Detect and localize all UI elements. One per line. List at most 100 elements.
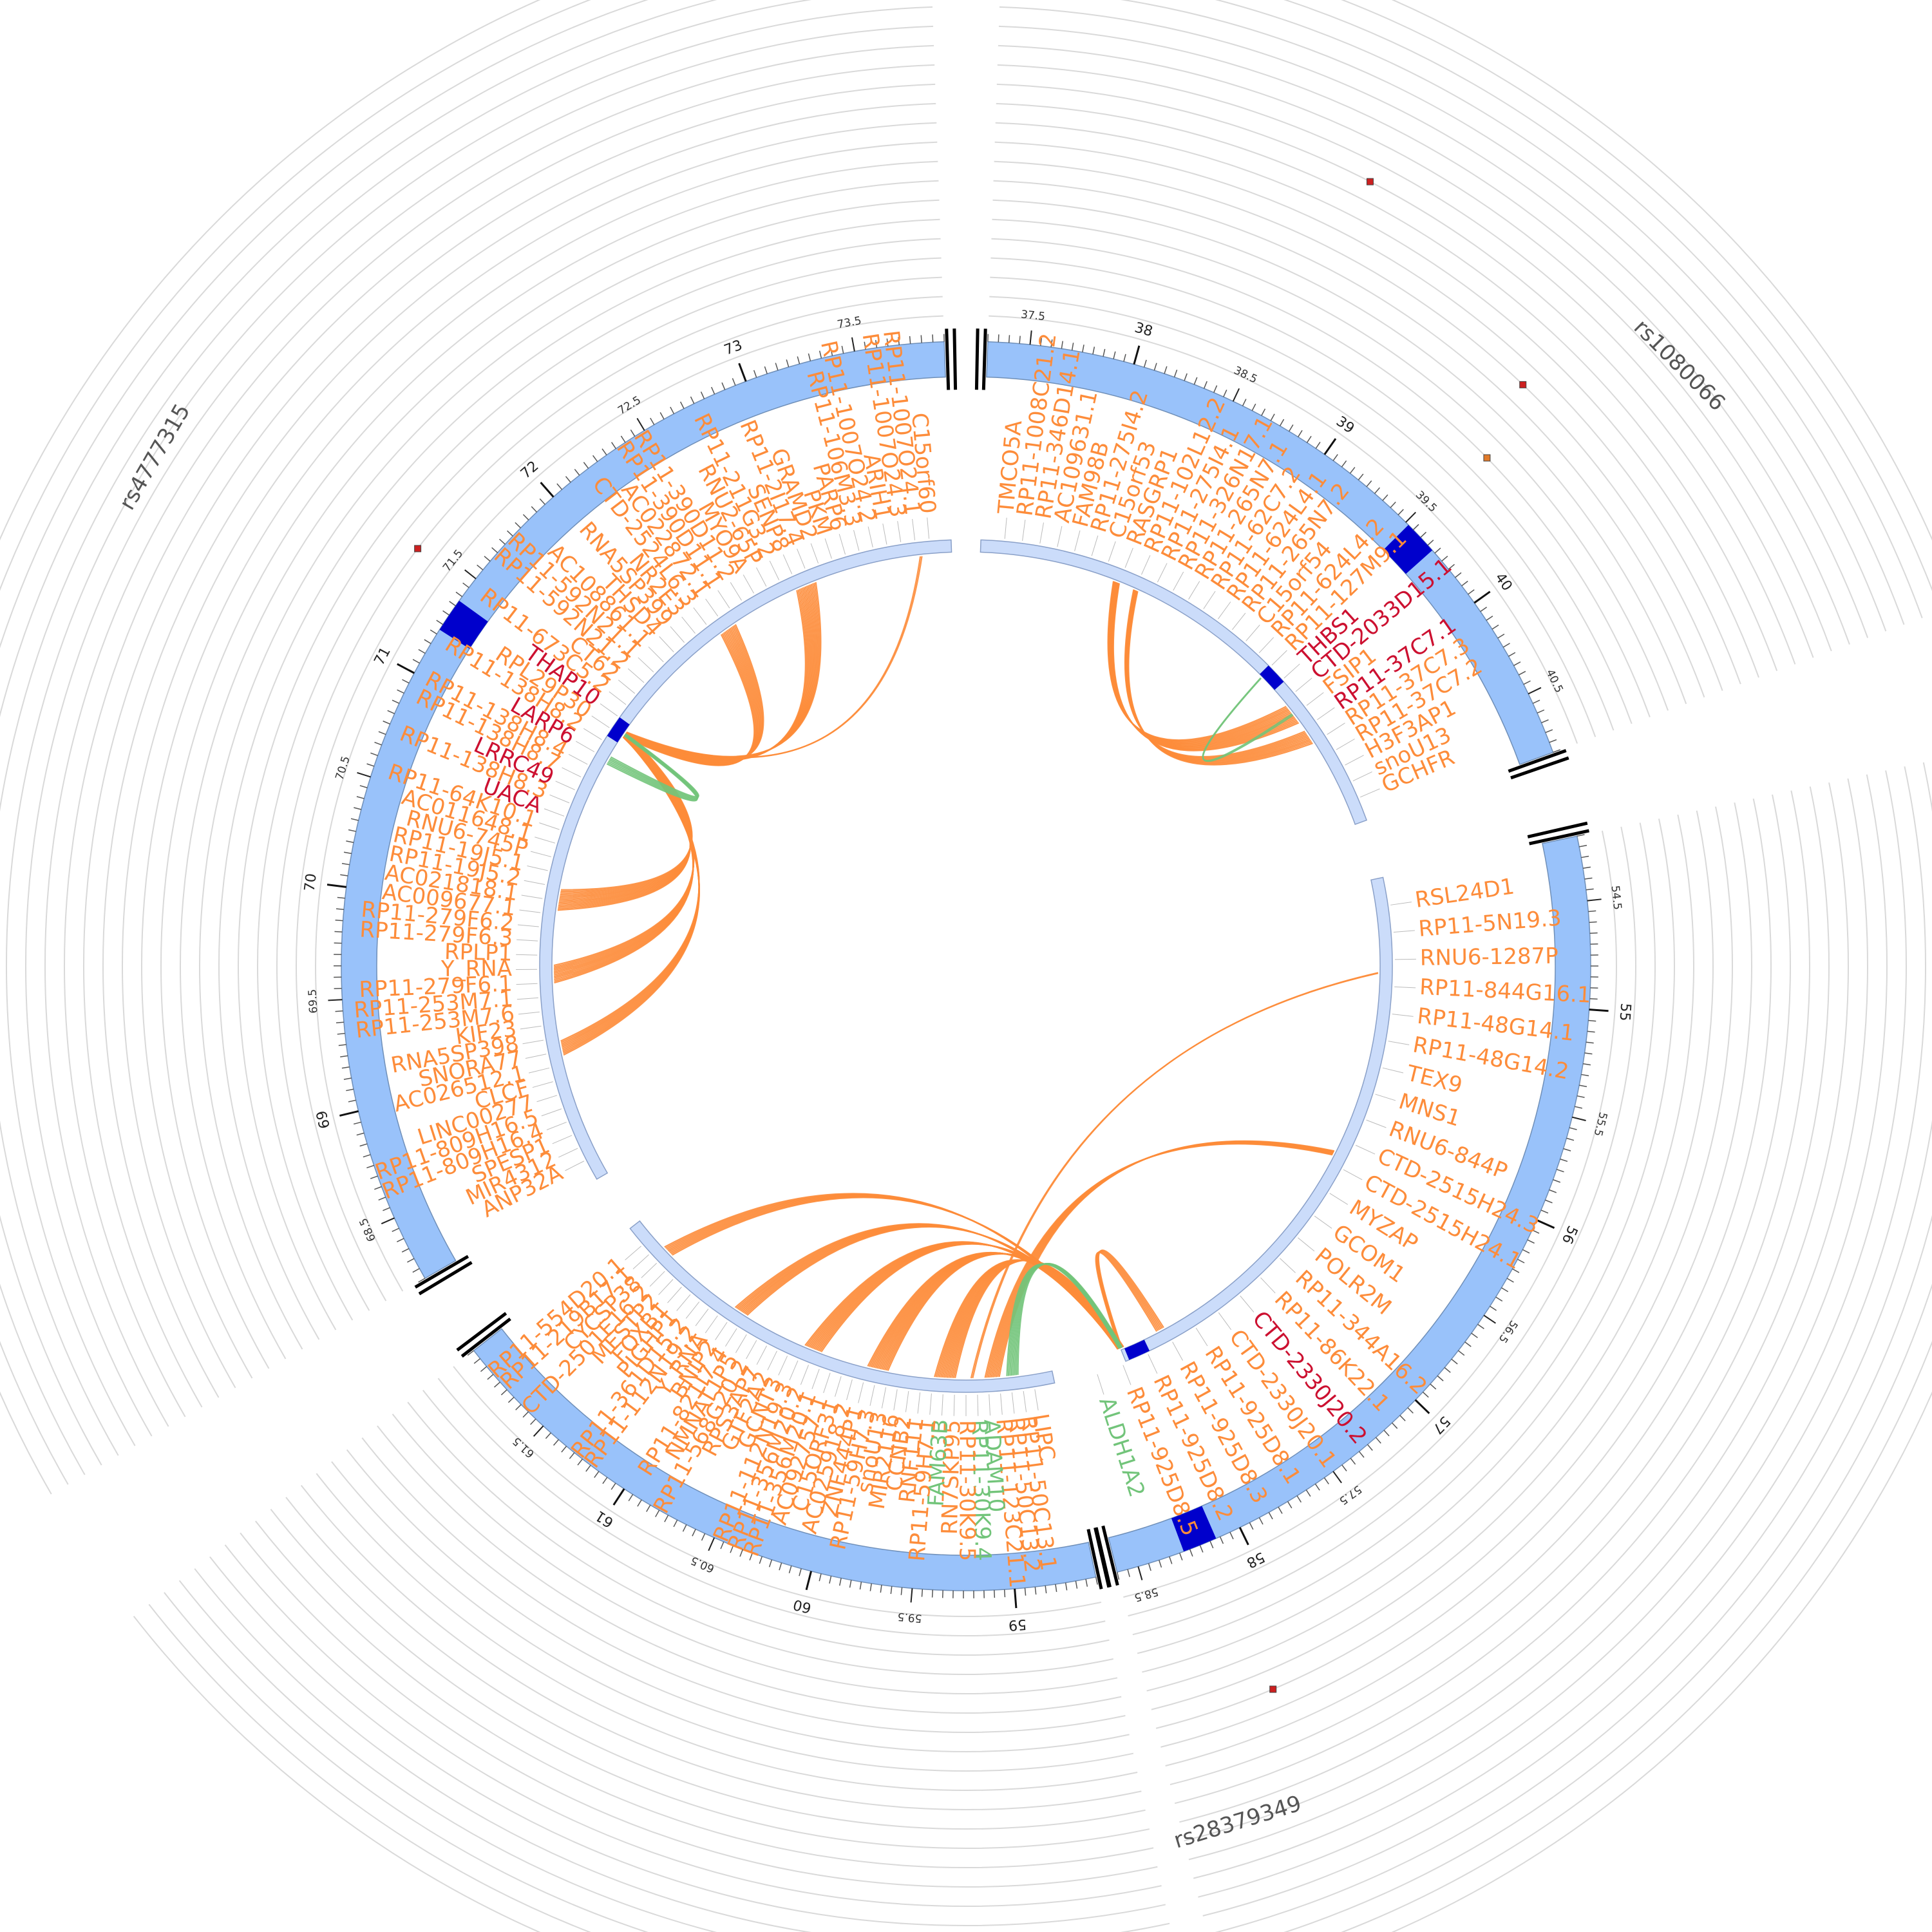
axis-major-tick xyxy=(1323,438,1337,455)
axis-minor-tick xyxy=(350,818,359,821)
gene-label: RPLP1 xyxy=(444,939,513,967)
snp-guide-circle xyxy=(997,64,1814,658)
axis-minor-tick xyxy=(637,1499,642,1507)
axis-minor-tick xyxy=(1229,1531,1234,1540)
axis-minor-tick xyxy=(334,931,343,933)
gene-connector xyxy=(797,548,806,569)
snp-guide-circle xyxy=(377,1425,1122,1714)
axis-minor-tick xyxy=(378,731,386,735)
axis-minor-tick xyxy=(455,591,463,598)
axis-minor-tick xyxy=(1541,719,1549,724)
axis-tick-label: 55 xyxy=(1616,1003,1634,1022)
axis-minor-tick xyxy=(739,1549,744,1557)
axis-minor-tick xyxy=(659,412,665,420)
axis-minor-tick xyxy=(1461,580,1468,587)
snp-guide-circle xyxy=(1155,802,1752,1729)
axis-minor-tick xyxy=(1399,1415,1406,1421)
axis-minor-tick xyxy=(1407,1407,1414,1414)
axis-minor-tick xyxy=(565,476,571,483)
axis-minor-tick xyxy=(1492,624,1499,630)
snp-guide-circle xyxy=(1215,1215,1932,1932)
ideogram-highlight xyxy=(1171,1506,1217,1552)
axis-minor-tick xyxy=(348,829,356,832)
axis-minor-tick xyxy=(522,514,529,520)
inner-track-highlight xyxy=(1124,1340,1150,1360)
gene-connector xyxy=(1360,788,1380,798)
gene-connector xyxy=(558,1148,578,1158)
axis-minor-tick xyxy=(1374,487,1380,494)
axis-minor-tick xyxy=(397,689,404,694)
axis-minor-tick xyxy=(1523,680,1531,685)
axis-tick-label-minor: 68.5 xyxy=(357,1216,379,1244)
axis-major-tick xyxy=(327,884,346,888)
axis-minor-tick xyxy=(1019,336,1021,344)
gene-connector xyxy=(516,954,538,956)
axis-minor-tick xyxy=(1563,1148,1571,1151)
snp-guide-circle xyxy=(25,25,934,1437)
axis-minor-tick xyxy=(487,1374,494,1380)
axis-minor-tick xyxy=(1545,729,1553,734)
gene-label: ADAM10 xyxy=(978,1419,1009,1513)
gene-connector xyxy=(525,1054,547,1059)
segment-break-mark xyxy=(1510,756,1569,780)
axis-minor-tick xyxy=(900,1587,903,1595)
snp-guide-circle xyxy=(996,102,1778,672)
gene-connector xyxy=(516,997,538,1000)
axis-minor-tick xyxy=(1169,1556,1173,1564)
axis-minor-tick xyxy=(1116,1572,1120,1580)
axis-minor-tick xyxy=(553,1439,559,1446)
snp-guide-circle xyxy=(1215,0,1905,625)
axis-mid-tick xyxy=(464,569,477,580)
axis-minor-tick xyxy=(1560,1159,1568,1162)
snp-guide-circle xyxy=(1160,798,1772,1748)
axis-minor-tick xyxy=(1148,1563,1151,1571)
snp-guide-circle xyxy=(361,1437,1126,1733)
snp-guide-circle xyxy=(270,1508,1150,1849)
axis-tick-label-minor: 37.5 xyxy=(1020,308,1046,323)
axis-minor-tick xyxy=(1045,1586,1047,1594)
gene-connector xyxy=(1011,1392,1015,1414)
snp-guide-circle xyxy=(998,25,1850,645)
gene-connector xyxy=(695,1309,709,1327)
gene-connector xyxy=(1000,1393,1003,1415)
axis-minor-tick xyxy=(1382,494,1388,501)
gene-connector xyxy=(941,1394,943,1416)
axis-minor-tick xyxy=(909,336,911,344)
axis-minor-tick xyxy=(711,386,715,395)
snp-guide-circle xyxy=(315,315,943,1292)
snp-guide-circle xyxy=(209,1556,1166,1926)
gene-connector xyxy=(1306,692,1324,706)
segment-break-mark xyxy=(1086,1529,1103,1589)
axis-minor-tick xyxy=(336,1021,344,1024)
link-ribbon xyxy=(553,732,695,967)
axis-minor-tick xyxy=(655,1510,660,1517)
axis-minor-tick xyxy=(998,334,999,343)
snp-guide-circle xyxy=(989,315,1578,744)
axis-minor-tick xyxy=(500,1389,507,1396)
gene-connector xyxy=(535,837,556,844)
axis-tick-label-minor: 72.5 xyxy=(616,393,643,417)
snp-guide-circle xyxy=(240,1532,1158,1888)
gene-connector xyxy=(1108,541,1116,562)
axis-minor-tick xyxy=(1278,1506,1283,1514)
snp-guide-circle xyxy=(1184,778,1868,1842)
snp-guide-circle xyxy=(160,160,938,1369)
snp-guide-circle xyxy=(999,6,1869,638)
axis-tick-label-minor: 60.5 xyxy=(689,1553,717,1575)
gene-connector xyxy=(1122,1365,1132,1385)
gene-connector xyxy=(649,1271,665,1287)
axis-minor-tick xyxy=(340,874,348,876)
gene-connector xyxy=(1366,1119,1387,1128)
axis-minor-tick xyxy=(749,1553,753,1561)
axis-minor-tick xyxy=(830,348,833,356)
gene-connector xyxy=(562,767,582,777)
axis-major-tick xyxy=(1238,1527,1249,1546)
snp-guide-circle xyxy=(990,257,1633,724)
gene-connector xyxy=(882,523,887,545)
inner-track-highlight xyxy=(607,717,630,743)
axis-minor-tick xyxy=(498,538,506,545)
axis-mid-tick xyxy=(1137,1566,1143,1580)
axis-minor-tick xyxy=(343,1077,352,1080)
snp-guide-circle xyxy=(141,141,938,1379)
